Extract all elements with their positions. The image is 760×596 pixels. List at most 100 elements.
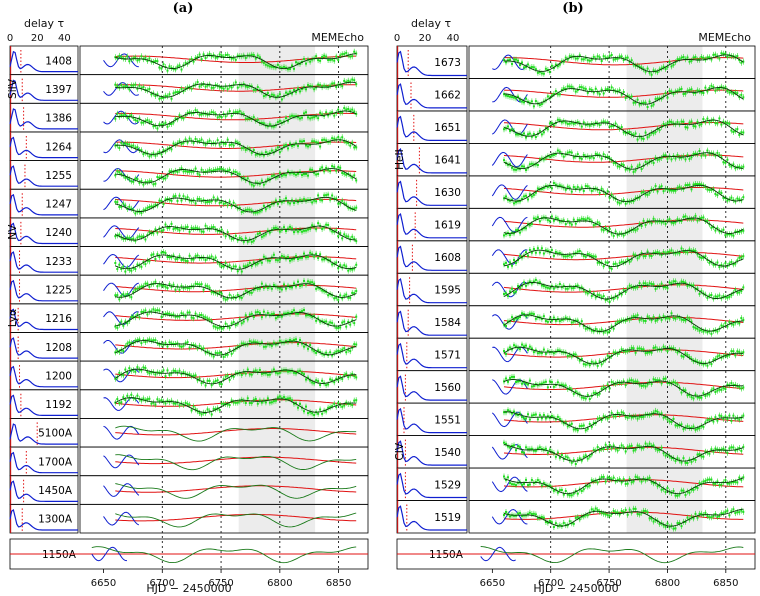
row-wavelength-label: 1450A <box>38 485 73 497</box>
transfer-function-curve <box>9 337 78 359</box>
ion-label: Lyα <box>7 309 19 327</box>
delay-axis-label: delay τ <box>24 17 65 30</box>
fit-light-curve <box>115 483 357 499</box>
time-axis-label: HJD − 2450000 <box>146 582 231 595</box>
time-tick-label: 6650 <box>91 578 116 589</box>
delay-tick-label: 40 <box>58 33 71 44</box>
row-wavelength-label: 1619 <box>434 220 461 232</box>
light-curve-row: 1240 <box>9 217 369 247</box>
row-wavelength-label: 1247 <box>45 199 72 211</box>
data-points <box>114 364 358 389</box>
data-points <box>114 391 358 418</box>
model-light-curve <box>115 170 357 178</box>
fit-light-curve <box>115 454 357 471</box>
fit-light-curve <box>115 81 357 98</box>
fit-light-curve <box>115 283 357 299</box>
transfer-function-curve <box>9 451 78 474</box>
model-light-curve <box>115 428 357 436</box>
light-curve-row: 1651 <box>396 110 756 144</box>
transfer-function-curve <box>9 50 78 73</box>
row-wavelength-label: 1216 <box>45 313 72 325</box>
ion-label: SiIV <box>7 78 19 99</box>
light-curve-row: 1192 <box>9 389 369 419</box>
fit-light-curve <box>503 217 744 235</box>
panel-title: (b) <box>562 1 583 16</box>
fit-light-curve <box>115 311 357 327</box>
row-wavelength-label: 1651 <box>434 122 461 134</box>
row-wavelength-label: 1200 <box>45 370 72 382</box>
fit-light-curve <box>115 225 357 242</box>
data-points <box>114 134 358 160</box>
model-light-curve <box>115 485 357 493</box>
row-wavelength-label: 1300A <box>38 514 73 526</box>
fit-light-curve <box>503 54 744 73</box>
panel-title: (a) <box>173 1 194 16</box>
time-tick-label: 6850 <box>326 578 351 589</box>
extrapolated-curve <box>491 184 528 200</box>
delay-tick-label: 20 <box>31 33 44 44</box>
delay-axis-label: delay τ <box>411 17 452 30</box>
fit-light-curve <box>115 254 357 270</box>
shaded-interval <box>238 46 316 533</box>
transfer-function-curve <box>396 245 467 271</box>
extrapolated-curve <box>103 454 140 469</box>
data-points <box>114 163 358 189</box>
extrapolated-curve <box>491 151 528 168</box>
extrapolated-curve <box>103 225 140 240</box>
extrapolated-curve <box>103 196 140 211</box>
light-curve-row: 1700A <box>9 446 369 477</box>
transfer-function-curve <box>9 365 78 388</box>
extrapolated-curve <box>103 483 140 497</box>
transfer-function-curve <box>9 423 78 445</box>
light-curve-row: 1630 <box>396 175 756 209</box>
row-wavelength-label: 1264 <box>45 141 72 153</box>
data-points <box>503 50 745 78</box>
light-curve-box <box>79 446 369 477</box>
light-curve-row: 1397 <box>9 74 369 104</box>
row-wavelength-label: 1386 <box>45 113 72 125</box>
transfer-function-curve <box>9 136 78 159</box>
light-curve-row: 1255 <box>9 160 369 190</box>
ion-label: NV <box>7 224 19 240</box>
transfer-function-curve <box>396 115 467 141</box>
delay-tick-label: 0 <box>394 33 400 44</box>
fit-light-curve <box>91 546 357 564</box>
data-points <box>114 191 358 217</box>
data-points <box>503 245 745 272</box>
row-wavelength-label: 5100A <box>38 428 73 440</box>
light-curve-row: 1300A <box>9 503 369 534</box>
row-wavelength-label: 1641 <box>434 155 461 167</box>
extrapolated-curve <box>492 119 528 135</box>
row-wavelength-label: 1255 <box>45 170 72 182</box>
panel-a: (a) delay τ 0 20 40 MEMEcho 1408 1397 1386 1264 12… <box>7 1 369 595</box>
transfer-function-curve <box>396 180 467 206</box>
row-wavelength-label: 1662 <box>434 90 461 102</box>
extrapolated-curve <box>103 253 140 268</box>
transfer-function-curve <box>9 222 78 245</box>
fit-light-curve <box>115 53 357 70</box>
extrapolated-curve <box>492 54 528 71</box>
row-wavelength-label: 1408 <box>45 55 72 67</box>
model-light-curve <box>115 456 357 465</box>
fit-light-curve <box>115 425 357 442</box>
transfer-function-curve <box>9 165 78 187</box>
fit-light-curve <box>503 184 744 203</box>
transfer-function-curve <box>9 308 78 331</box>
extrapolated-curve <box>491 216 528 233</box>
extrapolated-curve <box>103 339 140 354</box>
model-light-curve <box>503 251 744 261</box>
extrapolated-curve <box>103 511 140 526</box>
fit-light-curve <box>115 340 357 356</box>
transfer-function-curve <box>9 79 78 101</box>
row-wavelength-label: 1673 <box>434 57 461 69</box>
delay-tick-label: 20 <box>419 33 432 44</box>
delay-tick-label: 40 <box>447 33 460 44</box>
delay-tick-label: 0 <box>7 33 13 44</box>
row-wavelength-label: 1192 <box>45 399 72 411</box>
row-wavelength-label: 1225 <box>45 285 72 297</box>
fit-light-curve <box>115 139 357 156</box>
light-curve-row: 1216 <box>9 303 369 333</box>
transfer-function-curve <box>9 251 78 273</box>
time-tick-label: 6700 <box>150 578 175 589</box>
light-curve-box <box>79 503 369 534</box>
